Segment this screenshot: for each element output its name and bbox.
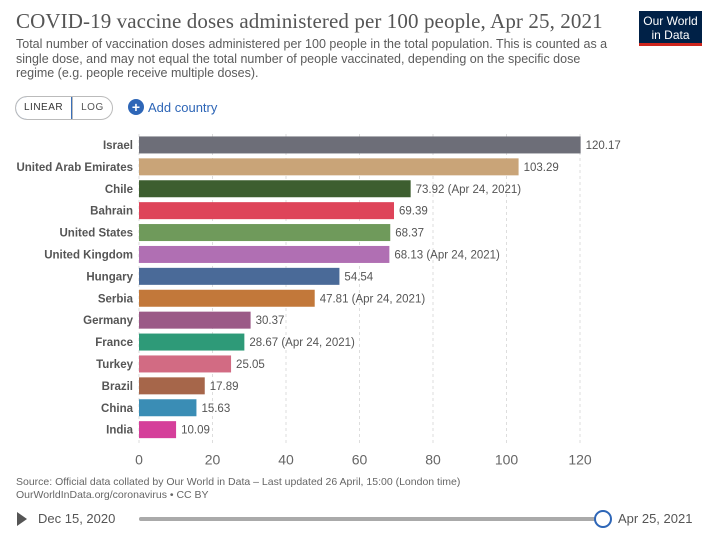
category-label: United Arab Emirates xyxy=(16,162,133,174)
category-label: Bahrain xyxy=(90,206,133,218)
value-label: 120.17 xyxy=(586,140,621,152)
timeline-track[interactable] xyxy=(139,510,612,528)
x-tick-label: 100 xyxy=(495,452,519,468)
category-label: Serbia xyxy=(98,293,134,305)
category-label: Germany xyxy=(83,315,133,327)
bar[interactable] xyxy=(139,245,390,263)
value-label: 10.09 xyxy=(181,425,210,437)
value-label: 25.05 xyxy=(236,359,265,371)
timeline-start-date: Dec 15, 2020 xyxy=(38,511,116,526)
source-line-2[interactable]: OurWorldInData.org/coronavirus • CC BY xyxy=(16,488,209,501)
x-tick-label: 20 xyxy=(205,452,221,468)
x-tick-label: 120 xyxy=(568,452,592,468)
timeline-handle[interactable] xyxy=(594,510,612,528)
value-label: 17.89 xyxy=(210,381,239,393)
plus-circle-icon: + xyxy=(128,99,144,115)
category-label: United States xyxy=(60,228,134,240)
timeline: Dec 15, 2020 Apr 25, 2021 xyxy=(0,504,719,534)
bar[interactable] xyxy=(139,180,411,198)
bar[interactable] xyxy=(139,333,245,351)
bar[interactable] xyxy=(139,202,395,220)
bar[interactable] xyxy=(139,311,251,329)
scale-toggle: LINEAR LOG xyxy=(15,96,113,120)
owid-logo[interactable]: Our World in Data xyxy=(639,11,702,46)
category-label: United Kingdom xyxy=(44,249,133,261)
log-scale-button[interactable]: LOG xyxy=(72,97,112,119)
add-country-button[interactable]: + Add country xyxy=(128,97,217,117)
category-label: India xyxy=(106,425,133,437)
value-label: 69.39 xyxy=(399,206,428,218)
chart-title: COVID-19 vaccine doses administered per … xyxy=(16,9,603,33)
value-label: 30.37 xyxy=(256,315,285,327)
source-note: Source: Official data collated by Our Wo… xyxy=(16,476,616,501)
category-label: Brazil xyxy=(102,381,133,393)
bar[interactable] xyxy=(139,421,177,439)
category-label: Israel xyxy=(103,140,133,152)
x-tick-label: 60 xyxy=(352,452,368,468)
x-tick-label: 40 xyxy=(278,452,294,468)
timeline-end-date: Apr 25, 2021 xyxy=(618,511,693,526)
category-label: Chile xyxy=(105,184,133,196)
bar[interactable] xyxy=(139,377,205,395)
bar[interactable] xyxy=(139,289,315,307)
logo-line-2: in Data xyxy=(651,27,690,42)
value-label: 28.67 (Apr 24, 2021) xyxy=(249,337,355,349)
value-label: 15.63 xyxy=(201,403,230,415)
category-label: France xyxy=(95,337,133,349)
category-label: Turkey xyxy=(96,359,133,371)
value-label: 73.92 (Apr 24, 2021) xyxy=(416,184,522,196)
x-tick-label: 80 xyxy=(425,452,441,468)
bar-chart: 0 20 40 60 80 100 120 Israel 120.17 United Arab E… xyxy=(16,134,621,468)
bar[interactable] xyxy=(139,267,340,285)
category-label: China xyxy=(101,403,134,415)
bar[interactable] xyxy=(139,399,197,417)
value-label: 68.37 xyxy=(395,228,424,240)
bar[interactable] xyxy=(139,136,581,154)
chart-subtitle: Total number of vaccination doses admini… xyxy=(16,37,608,80)
linear-scale-button[interactable]: LINEAR xyxy=(15,97,73,119)
source-line-1: Source: Official data collated by Our Wo… xyxy=(16,476,461,488)
bar[interactable] xyxy=(139,224,391,242)
logo-line-1: Our World xyxy=(643,14,698,28)
timeline-fill xyxy=(139,517,602,521)
value-label: 103.29 xyxy=(524,162,559,174)
bar[interactable] xyxy=(139,355,232,373)
value-label: 54.54 xyxy=(344,271,373,283)
category-label: Hungary xyxy=(86,271,133,283)
play-icon[interactable] xyxy=(17,512,27,526)
value-label: 68.13 (Apr 24, 2021) xyxy=(394,249,500,261)
add-country-label: Add country xyxy=(148,99,218,115)
x-tick-label: 0 xyxy=(135,452,143,468)
bar[interactable] xyxy=(139,158,519,176)
value-label: 47.81 (Apr 24, 2021) xyxy=(320,293,426,305)
